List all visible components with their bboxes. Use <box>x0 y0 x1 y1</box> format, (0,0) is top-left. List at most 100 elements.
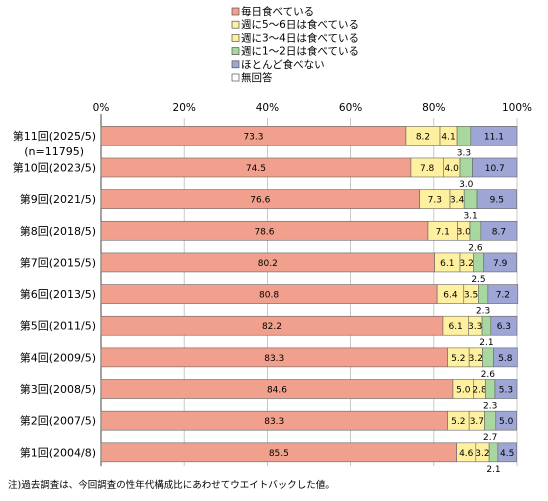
bar-value-label: 3.2 <box>475 449 489 459</box>
bar-value-label: 3.2 <box>459 259 473 269</box>
bar-segment <box>469 220 482 241</box>
bar-segment <box>480 220 518 241</box>
x-axis-tick-labels: 0% 20% 40% 60% 80% 100% <box>93 102 532 114</box>
bar-value-label: 2.5 <box>471 275 485 285</box>
bar-value-label: 6.1 <box>448 322 462 332</box>
legend-label: 毎日食べている <box>241 5 314 18</box>
bar-value-label: 3.5 <box>464 291 478 301</box>
category-label: 第9回(2021/5) <box>20 192 96 206</box>
bar-value-label: 8.2 <box>416 132 430 142</box>
y-axis-category-labels: 第11回(2025/5) (n=11795) 第10回(2023/5) 第9回(202… <box>13 129 96 460</box>
bar-segment <box>463 189 478 209</box>
bar-value-label: 3.4 <box>450 196 465 206</box>
bar-value-label: 3.3 <box>468 322 482 332</box>
category-label: 第2回(2007/5) <box>20 414 96 428</box>
bar-value-label: 6.1 <box>440 259 454 269</box>
x-tick-label: 40% <box>256 102 279 114</box>
legend-swatch <box>231 60 240 69</box>
bar-value-label: 7.9 <box>493 259 508 269</box>
bar-segment <box>485 379 496 399</box>
bar-segment <box>473 252 485 273</box>
bar-value-label: 73.3 <box>243 132 263 142</box>
bar-segment <box>488 442 499 463</box>
legend-label: ほとんど食べない <box>241 58 325 71</box>
bar-value-label: 80.8 <box>259 291 279 301</box>
x-tick-label: 20% <box>173 102 196 114</box>
bar-segment <box>483 252 517 273</box>
legend-swatch <box>231 34 240 42</box>
bar-value-label: 3.2 <box>469 354 483 364</box>
bar-value-label: 5.8 <box>498 354 513 364</box>
bar-value-label: 83.3 <box>264 354 284 364</box>
category-label: 第8回(2018/5) <box>20 224 96 238</box>
bar-value-label: 4.1 <box>441 132 455 142</box>
category-label: 第10回(2023/5) <box>13 160 96 174</box>
bar-value-label: 7.2 <box>496 291 510 301</box>
legend-label: 無回答 <box>241 71 273 84</box>
category-label: 第5回(2011/5) <box>20 319 96 333</box>
category-label: 第4回(2009/5) <box>20 350 96 364</box>
category-label: 第6回(2013/5) <box>20 287 96 301</box>
bar-value-label: 9.5 <box>490 196 504 206</box>
bar-value-label: 4.6 <box>459 449 474 459</box>
bar-segment <box>476 189 517 209</box>
bar-value-label: 2.6 <box>481 370 496 380</box>
bar-value-label: 2.3 <box>483 402 497 412</box>
bar-value-label: 4.0 <box>445 164 460 174</box>
bar-value-label: 3.7 <box>470 417 484 427</box>
bar-value-label: 11.1 <box>484 132 504 142</box>
bar-value-label: 2.6 <box>468 243 483 253</box>
chart-legend: 毎日食べている週に5～6日は食べている週に3～4日は食べている週に1～2日は食べ… <box>231 5 359 84</box>
bar-value-label: 83.3 <box>264 417 284 427</box>
bar-segment <box>478 284 489 304</box>
bar-value-label: 6.4 <box>443 291 458 301</box>
bar-value-label: 7.3 <box>428 196 442 206</box>
bar-segment <box>484 410 497 431</box>
bar-value-label: 6.3 <box>497 322 511 332</box>
bar-value-label: 82.2 <box>262 322 282 332</box>
legend-label: 週に1～2日は食べている <box>241 45 359 58</box>
bar-segment <box>481 315 492 336</box>
bar-value-label: 5.2 <box>451 417 465 427</box>
bar-segment <box>494 379 518 399</box>
bar-value-label: 3.3 <box>457 148 471 158</box>
bar-value-label: 2.1 <box>479 338 493 348</box>
bar-segment <box>482 347 494 368</box>
bar-segment <box>456 126 472 146</box>
bar-value-label: 84.6 <box>267 386 287 396</box>
legend-swatch <box>231 20 240 29</box>
legend-swatch <box>231 73 240 82</box>
bar-segment <box>487 284 519 304</box>
bar-value-label: 5.2 <box>451 354 465 364</box>
bar-value-label: 4.5 <box>500 449 514 459</box>
bar-value-label: 2.8 <box>472 386 487 396</box>
x-tick-label: 0% <box>93 102 110 114</box>
bar-value-label: 85.5 <box>269 449 289 459</box>
bar-value-label: 2.1 <box>486 465 500 475</box>
category-label: 第1回(2004/8) <box>20 445 96 459</box>
bar-segment <box>495 410 517 431</box>
bar-segment <box>490 315 518 336</box>
x-tick-label: 100% <box>502 102 532 114</box>
bar-segment <box>492 347 518 368</box>
legend-label: 週に3～4日は食べている <box>241 31 359 44</box>
bar-segment <box>459 157 473 178</box>
bar-value-label: 10.7 <box>485 164 505 174</box>
bar-value-label: 3.0 <box>459 180 474 190</box>
bar-value-label: 5.0 <box>499 417 514 427</box>
bar-value-label: 5.0 <box>456 386 471 396</box>
chart-bars: 73.3 8.2 4.13.311.174.5 7.8 4.03.010.776.6 7.… <box>100 126 519 475</box>
bar-value-label: 80.2 <box>258 259 278 269</box>
bar-value-label: 2.3 <box>476 307 490 317</box>
bar-value-label: 3.0 <box>457 227 472 237</box>
bar-value-label: 5.3 <box>499 386 513 396</box>
category-label: 第3回(2008/5) <box>20 382 96 396</box>
legend-swatch <box>231 47 240 55</box>
bar-segment <box>470 126 518 146</box>
category-label: (n=11795) <box>24 145 84 158</box>
chart-footnote: 注)過去調査は、今回調査の性年代構成比にあわせてウエイトバックした値。 <box>8 479 335 491</box>
bar-value-label: 2.7 <box>483 433 497 443</box>
bar-value-label: 74.5 <box>246 164 266 174</box>
category-label: 第11回(2025/5) <box>13 129 96 143</box>
